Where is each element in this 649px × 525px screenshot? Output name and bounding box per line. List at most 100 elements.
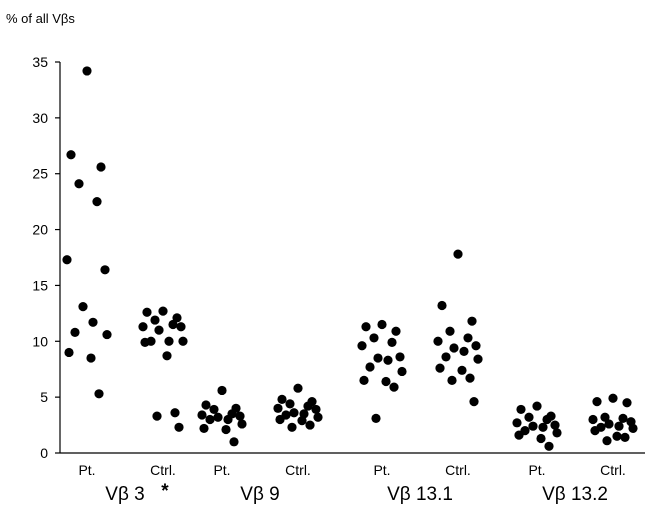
data-point (311, 404, 321, 415)
data-point (197, 410, 207, 420)
data-point (514, 430, 524, 440)
data-point (275, 414, 285, 425)
data-point (377, 319, 387, 330)
data-point (94, 389, 104, 399)
data-point (614, 421, 624, 431)
data-point (471, 341, 481, 351)
data-point (544, 441, 554, 451)
data-point (397, 366, 407, 377)
data-point (138, 322, 148, 332)
data-point (152, 411, 162, 421)
axes (59, 62, 645, 454)
data-point (223, 414, 233, 425)
data-point (285, 399, 295, 409)
significance-marker: * (161, 481, 169, 502)
data-point (465, 373, 475, 383)
data-point (142, 307, 152, 317)
data-point (532, 401, 542, 411)
data-point (542, 414, 552, 425)
data-point (209, 404, 219, 415)
data-point (100, 265, 110, 275)
series-label: Pt. (78, 462, 95, 478)
data-point (516, 404, 526, 415)
y-tick-label: 30 (32, 110, 48, 126)
data-point (164, 336, 174, 346)
y-tick-label: 35 (32, 54, 48, 70)
data-point (158, 306, 168, 316)
data-point (205, 414, 215, 425)
data-point (437, 300, 447, 311)
data-point (82, 66, 92, 76)
data-point (459, 346, 469, 356)
data-point (305, 420, 315, 430)
y-tick-label: 20 (32, 222, 48, 238)
data-point (287, 422, 297, 432)
data-point (168, 319, 178, 330)
data-point (588, 414, 598, 425)
data-point (213, 412, 223, 422)
data-point (293, 383, 303, 393)
data-point (62, 255, 72, 265)
data-point (433, 336, 443, 346)
data-point (457, 365, 467, 375)
data-point (303, 401, 313, 411)
data-point (92, 197, 102, 207)
data-point (86, 353, 96, 363)
data-point (221, 424, 231, 435)
data-point (359, 375, 369, 385)
data-point (217, 385, 227, 396)
data-point (289, 408, 299, 418)
data-point (524, 412, 534, 422)
data-point (528, 421, 538, 431)
data-point (604, 419, 614, 429)
data-point (512, 418, 522, 428)
data-point (389, 382, 399, 392)
y-tick-label: 10 (32, 333, 48, 349)
y-tick-label: 5 (40, 389, 48, 405)
data-point (453, 249, 463, 259)
group-label: Vβ 13.2 (542, 484, 608, 505)
data-point (172, 313, 182, 323)
data-point (387, 337, 397, 348)
data-point (445, 326, 455, 336)
data-point (371, 413, 381, 423)
data-point (395, 352, 405, 362)
data-point (174, 422, 184, 432)
data-point (536, 433, 546, 444)
data-point (600, 412, 610, 422)
data-point (150, 315, 160, 325)
data-point (70, 327, 80, 337)
data-points (62, 66, 638, 451)
series-label: Pt. (373, 462, 390, 478)
data-point (592, 397, 602, 407)
data-point (66, 150, 76, 160)
data-point (602, 436, 612, 446)
series-label: Ctrl. (600, 462, 626, 478)
group-label: Vβ 9 (240, 484, 279, 505)
data-point (618, 413, 628, 423)
data-point (622, 398, 632, 408)
y-ticks: 0 5 10 15 20 25 30 35 (32, 54, 60, 461)
data-point (435, 363, 445, 373)
data-point (176, 322, 186, 332)
data-point (369, 333, 379, 343)
series-label: Ctrl. (445, 462, 471, 478)
data-point (391, 326, 401, 336)
data-point (373, 353, 383, 363)
data-point (628, 423, 638, 434)
data-point (88, 317, 98, 327)
series-label: Ctrl. (285, 462, 311, 478)
data-point (608, 393, 618, 403)
data-point (383, 355, 393, 365)
data-point (102, 329, 112, 340)
series-label: Pt. (213, 462, 230, 478)
series-label: Pt. (528, 462, 545, 478)
data-point (162, 351, 172, 361)
group-label: Vβ 3 (105, 484, 144, 505)
data-point (170, 408, 180, 418)
data-point (590, 426, 600, 436)
data-point (154, 325, 164, 335)
data-point (74, 179, 84, 189)
series-label: Ctrl. (150, 462, 176, 478)
